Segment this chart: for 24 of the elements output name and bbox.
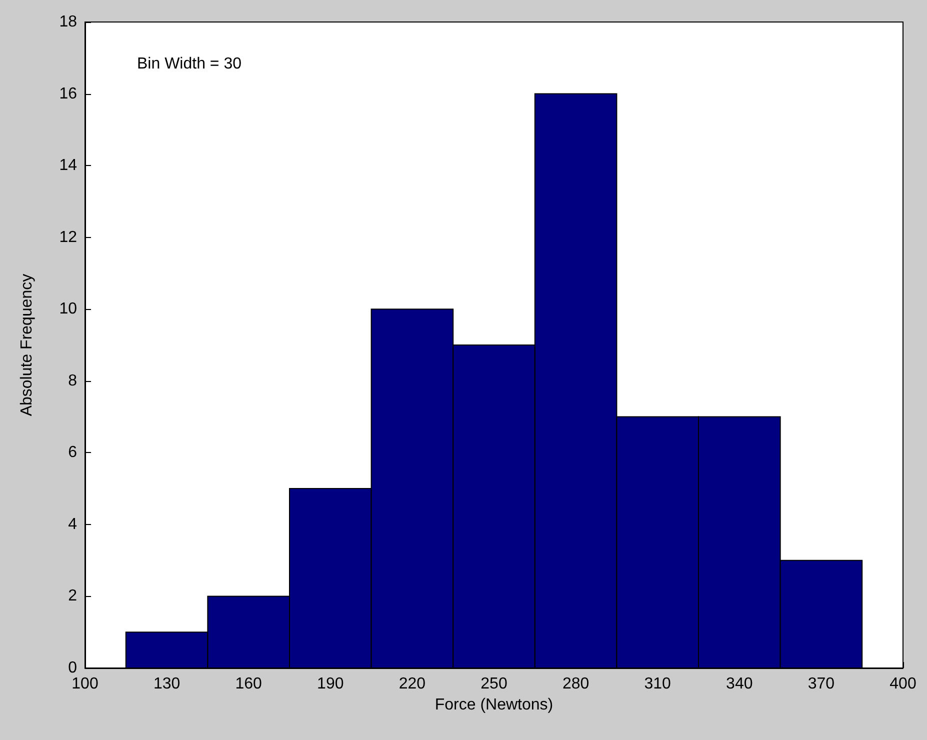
- x-tick-label: 370: [808, 676, 835, 692]
- x-axis-title: Force (Newtons): [434, 696, 554, 714]
- x-tick-label: 280: [562, 676, 590, 692]
- x-tick-label: 130: [153, 676, 180, 692]
- x-tick-label: 100: [72, 676, 98, 692]
- y-tick-label: 16: [59, 85, 78, 102]
- y-tick-label: 4: [68, 516, 78, 533]
- y-tick-label: 8: [68, 372, 78, 390]
- y-tick-label: 0: [68, 660, 78, 676]
- y-tick-label: 2: [68, 588, 78, 605]
- y-tick-label: 10: [59, 300, 78, 318]
- annotation: Bin Width = 30: [137, 56, 242, 72]
- x-tick-label: 400: [890, 676, 916, 692]
- y-tick-label: 12: [59, 228, 78, 246]
- y-tick-label: 18: [59, 14, 78, 30]
- x-tick-label: 190: [317, 676, 344, 692]
- y-tick-label: 6: [68, 444, 78, 462]
- x-tick-label: 160: [235, 676, 262, 692]
- x-tick-label: 310: [644, 676, 672, 692]
- y-tick-label: 14: [59, 157, 78, 174]
- x-tick-label: 250: [480, 676, 508, 692]
- y-axis-title: Absolute Frequency: [18, 274, 36, 416]
- x-tick-label: 220: [398, 676, 426, 692]
- x-tick-label: 340: [726, 676, 753, 692]
